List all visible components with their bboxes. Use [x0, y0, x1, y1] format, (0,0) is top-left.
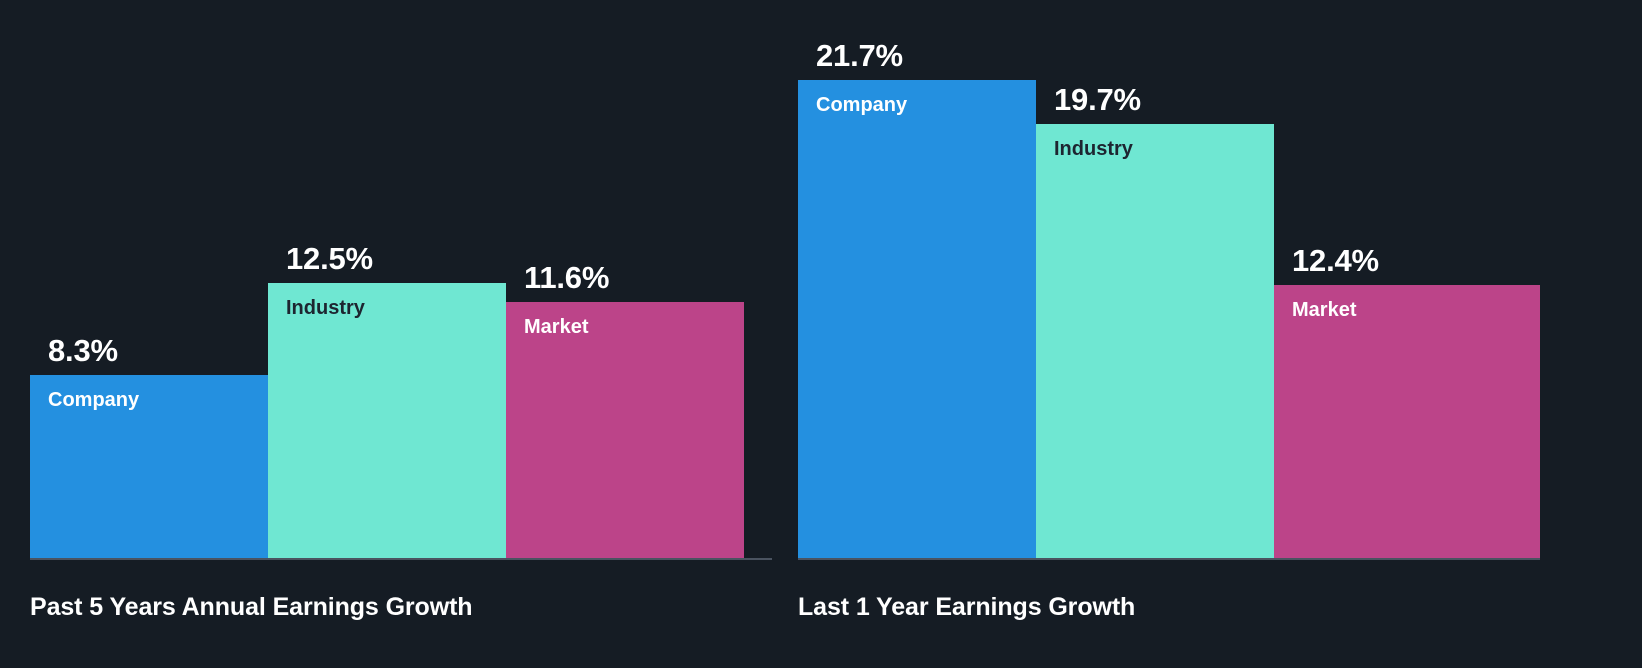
- bar-wrap-company: 8.3% Company: [30, 58, 268, 558]
- chart-title-past-5-years: Past 5 Years Annual Earnings Growth: [30, 593, 473, 621]
- chart-panel-last-1-year: 21.7% Company 19.7% Industry 12.4% Marke…: [798, 0, 1540, 668]
- bar-group-past-5-years: 8.3% Company 12.5% Industry 11.6% Market: [30, 58, 772, 558]
- bar-value-industry: 19.7%: [1054, 82, 1141, 117]
- bar-market[interactable]: 12.4% Market: [1274, 243, 1540, 558]
- bar-industry[interactable]: 19.7% Industry: [1036, 82, 1274, 558]
- bar-label-market: Market: [1292, 299, 1357, 321]
- bar-value-company: 21.7%: [816, 38, 903, 73]
- bar-label-industry: Industry: [286, 297, 365, 319]
- bar-value-company: 8.3%: [48, 333, 118, 368]
- bar-industry[interactable]: 12.5% Industry: [268, 241, 506, 558]
- bar-value-industry: 12.5%: [286, 241, 373, 276]
- bar-label-industry: Industry: [1054, 138, 1133, 160]
- bar-wrap-market: 12.4% Market: [1274, 58, 1540, 558]
- bar-value-market: 11.6%: [524, 260, 610, 295]
- bar-label-market: Market: [524, 316, 589, 338]
- chart-panel-past-5-years: 8.3% Company 12.5% Industry 11.6% Market…: [30, 0, 772, 668]
- chart-title-last-1-year: Last 1 Year Earnings Growth: [798, 593, 1136, 621]
- bar-wrap-company: 21.7% Company: [798, 38, 1036, 558]
- axis-baseline-last-1-year: [798, 558, 1540, 560]
- bar-wrap-industry: 12.5% Industry: [268, 58, 506, 558]
- bar-group-last-1-year: 21.7% Company 19.7% Industry 12.4% Marke…: [798, 38, 1540, 558]
- axis-baseline-past-5-years: [30, 558, 772, 560]
- bar-company[interactable]: 8.3% Company: [30, 333, 268, 558]
- bar-label-company: Company: [816, 94, 908, 116]
- bar-wrap-industry: 19.7% Industry: [1036, 58, 1274, 558]
- bar-market[interactable]: 11.6% Market: [506, 260, 744, 558]
- bar-wrap-market: 11.6% Market: [506, 58, 744, 558]
- bar-label-company: Company: [48, 389, 140, 411]
- bar-value-market: 12.4%: [1292, 243, 1379, 278]
- bar-company[interactable]: 21.7% Company: [798, 38, 1036, 558]
